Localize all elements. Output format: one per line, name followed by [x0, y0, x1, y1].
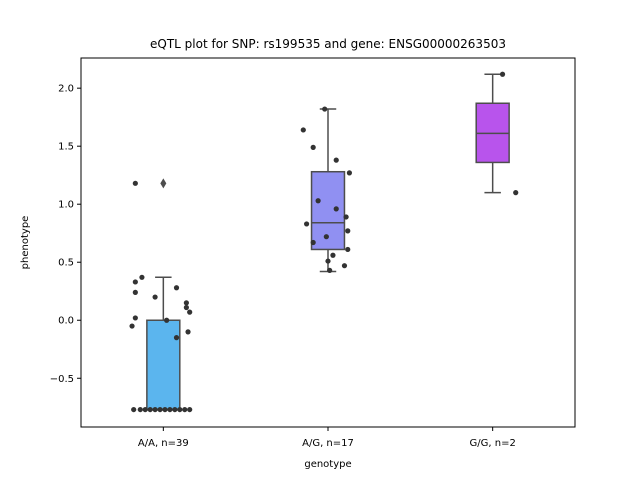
strip-points: [300, 106, 353, 273]
x-axis-label: genotype: [304, 459, 351, 470]
data-point: [131, 406, 137, 413]
data-point: [345, 246, 351, 253]
data-point: [303, 221, 310, 227]
data-point: [173, 335, 180, 341]
data-point: [513, 190, 519, 196]
x-tick-label: G/G, n=2: [470, 438, 516, 449]
data-point: [167, 406, 173, 413]
data-point: [172, 406, 178, 413]
y-tick-label: 2.0: [58, 84, 74, 95]
y-tick-label: −0.5: [50, 374, 74, 385]
data-point: [325, 258, 331, 264]
y-axis: −0.5 0.0 0.5 1.0 1.5 2.0: [50, 84, 81, 385]
data-point: [177, 406, 183, 413]
data-point: [173, 285, 180, 291]
data-point: [333, 157, 339, 163]
x-axis: A/A, n=39 A/G, n=17 G/G, n=2: [138, 427, 516, 449]
data-point: [333, 206, 339, 212]
data-point: [310, 239, 316, 246]
data-point: [330, 252, 336, 258]
outlier-marker: [160, 178, 167, 189]
data-point: [182, 406, 188, 413]
data-point: [346, 170, 353, 176]
x-tick-label: A/G, n=17: [302, 438, 354, 449]
data-point: [322, 106, 328, 112]
data-point: [315, 198, 321, 204]
data-point: [132, 180, 138, 186]
chart-title: eQTL plot for SNP: rs199535 and gene: EN…: [150, 37, 506, 51]
data-point: [164, 317, 170, 323]
data-point: [132, 279, 138, 285]
data-point: [183, 304, 189, 311]
y-tick-label: 1.0: [58, 200, 74, 211]
data-point: [300, 127, 306, 133]
y-tick-label: 1.5: [58, 142, 74, 153]
data-point: [152, 294, 158, 300]
data-point: [499, 71, 506, 77]
data-point: [327, 267, 333, 273]
data-point: [157, 406, 163, 413]
x-tick-label: A/A, n=39: [138, 438, 189, 449]
data-point: [139, 274, 145, 280]
y-tick-label: 0.5: [58, 258, 74, 269]
data-point: [185, 329, 191, 335]
data-point: [162, 406, 168, 413]
data-point: [187, 406, 193, 413]
data-point: [132, 315, 138, 321]
data-point: [343, 214, 349, 220]
box-group: [475, 73, 510, 194]
y-axis-label: phenotype: [20, 216, 31, 270]
data-point: [132, 289, 138, 295]
data-point: [152, 406, 158, 413]
box: [146, 319, 181, 411]
data-point: [341, 263, 348, 269]
data-point: [323, 234, 329, 240]
data-point: [187, 309, 193, 315]
data-point: [183, 300, 189, 306]
plot-area: [129, 71, 519, 413]
y-tick-label: 0.0: [58, 316, 74, 327]
data-point: [137, 406, 143, 413]
data-point: [310, 144, 316, 150]
data-point: [129, 323, 135, 329]
strip-points: [129, 180, 193, 413]
data-point: [142, 406, 148, 413]
strip-points: [499, 71, 519, 196]
data-point: [345, 228, 351, 234]
data-point: [147, 406, 153, 413]
